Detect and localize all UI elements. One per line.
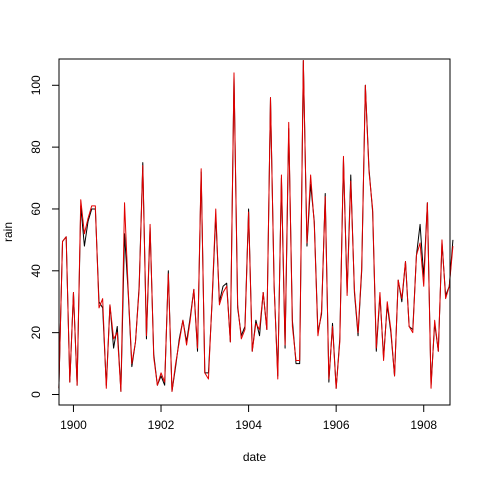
x-tick-label: 1902 — [148, 418, 175, 432]
y-axis: 0 20 40 60 80 100 — [29, 75, 60, 398]
series-layer — [58, 60, 454, 392]
x-axis-title: date — [243, 450, 267, 464]
y-tick-label: 0 — [29, 391, 43, 398]
y-axis-title: rain — [1, 222, 15, 242]
series-line-2 — [58, 60, 454, 392]
x-tick-label: 1908 — [410, 418, 437, 432]
y-tick-label: 20 — [29, 326, 43, 340]
x-tick-label: 1906 — [323, 418, 350, 432]
y-tick-label: 100 — [29, 75, 43, 95]
y-tick-label: 60 — [29, 202, 43, 216]
y-tick-label: 80 — [29, 140, 43, 154]
y-tick-label: 40 — [29, 264, 43, 278]
x-tick-label: 1900 — [60, 418, 87, 432]
x-tick-label: 1904 — [235, 418, 262, 432]
x-axis: 1900 1902 1904 1906 1908 — [60, 404, 437, 432]
plot-border — [58, 58, 451, 406]
